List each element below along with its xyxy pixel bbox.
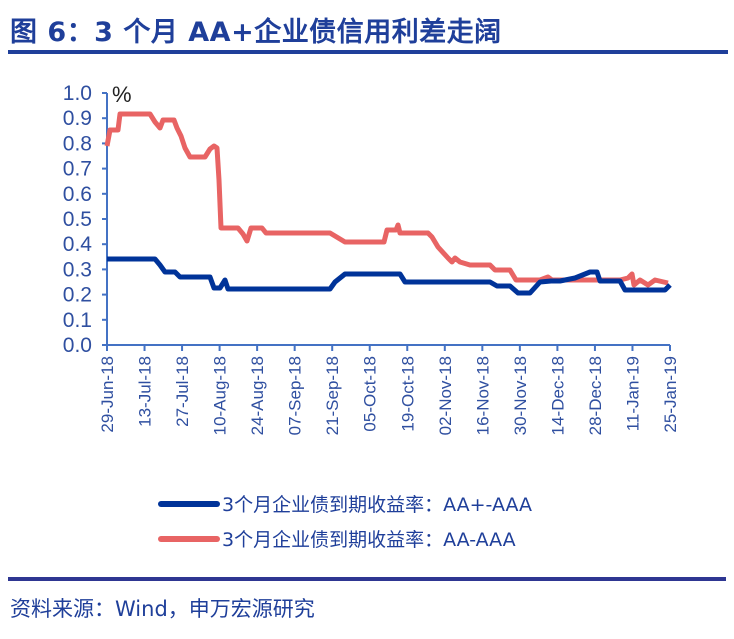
y-tick-label: 0.6 xyxy=(63,183,92,206)
legend-item-aa-plus-aaa: 3个月企业债到期收益率：AA+-AAA xyxy=(158,490,532,517)
x-tick-label: 28-Dec-18 xyxy=(586,356,605,435)
x-tick-label: 14-Dec-18 xyxy=(548,356,567,435)
x-tick-label: 16-Nov-18 xyxy=(473,356,492,435)
y-tick-label: 0.3 xyxy=(63,258,92,281)
x-tick-label: 25-Jan-19 xyxy=(661,356,680,433)
legend-swatch-blue xyxy=(158,500,220,507)
y-tick-label: 0.8 xyxy=(63,132,92,155)
y-tick-label: 0.1 xyxy=(63,309,92,332)
line-chart: 1.00.90.8 0.70.60.50.40.3 0.20.10.0 29-Jun… xyxy=(63,82,680,435)
footer-divider xyxy=(8,577,726,581)
x-ticks: 29-Jun-18 13-Jul-18 27-Jul-18 10-Aug-18 24-A… xyxy=(98,345,680,435)
x-tick-label: 11-Jan-19 xyxy=(623,356,642,431)
x-tick-label: 13-Jul-18 xyxy=(136,356,155,427)
legend-label: 3个月企业债到期收益率：AA-AAA xyxy=(222,529,516,551)
x-tick-label: 07-Sep-18 xyxy=(286,356,305,435)
y-tick-label: 0.7 xyxy=(63,158,92,181)
y-tick-label: 0.2 xyxy=(63,284,92,307)
y-unit-label: % xyxy=(112,82,132,107)
series-aa-aaa-line xyxy=(104,111,669,288)
x-tick-label: 24-Aug-18 xyxy=(248,356,267,435)
y-tick-label: 0.5 xyxy=(63,208,92,231)
series-aa-plus-aaa-line xyxy=(107,256,672,296)
x-tick-label: 29-Jun-18 xyxy=(98,356,117,433)
x-tick-label: 05-Oct-18 xyxy=(361,356,380,432)
source-note: 资料来源：Wind，申万宏源研究 xyxy=(10,597,315,621)
y-tick-label: 0.0 xyxy=(63,334,92,357)
title-divider xyxy=(8,50,728,54)
x-tick-label: 10-Aug-18 xyxy=(211,356,230,435)
y-tick-label: 0.9 xyxy=(63,107,92,130)
x-tick-label: 27-Jul-18 xyxy=(173,356,192,427)
x-tick-label: 21-Sep-18 xyxy=(323,356,342,435)
x-tick-label: 19-Oct-18 xyxy=(398,356,417,432)
legend-label: 3个月企业债到期收益率：AA+-AAA xyxy=(222,494,533,516)
y-ticks: 1.00.90.8 0.70.60.50.40.3 0.20.10.0 xyxy=(63,82,107,357)
chart-title: 图 6：3 个月 AA+企业债信用利差走阔 xyxy=(10,17,502,48)
y-tick-label: 0.4 xyxy=(63,233,93,256)
legend-swatch-red xyxy=(158,535,220,542)
y-tick-label: 1.0 xyxy=(63,82,92,105)
x-tick-label: 02-Nov-18 xyxy=(436,356,455,435)
legend-item-aa-aaa: 3个月企业债到期收益率：AA-AAA xyxy=(158,525,516,552)
x-tick-label: 30-Nov-18 xyxy=(511,356,530,435)
